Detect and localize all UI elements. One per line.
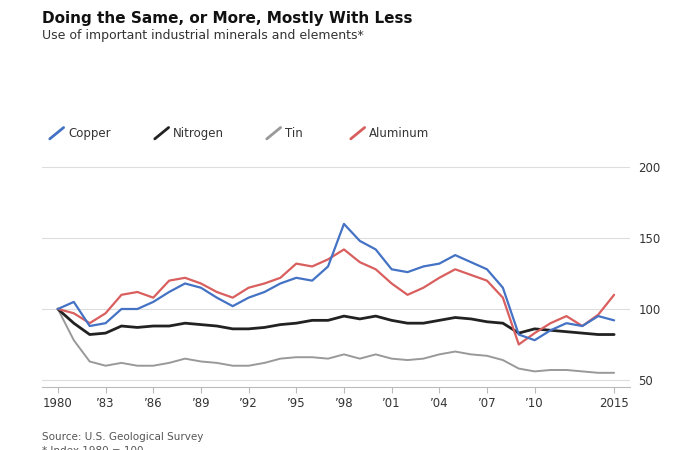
- Text: Aluminum: Aluminum: [369, 127, 429, 140]
- Text: Doing the Same, or More, Mostly With Less: Doing the Same, or More, Mostly With Les…: [42, 11, 412, 26]
- Text: Tin: Tin: [285, 127, 302, 140]
- Text: Nitrogen: Nitrogen: [173, 127, 224, 140]
- Text: Copper: Copper: [68, 127, 111, 140]
- Text: Source: U.S. Geological Survey: Source: U.S. Geological Survey: [42, 432, 204, 442]
- Text: * Index 1980 = 100: * Index 1980 = 100: [42, 446, 144, 450]
- Text: Use of important industrial minerals and elements*: Use of important industrial minerals and…: [42, 29, 364, 42]
